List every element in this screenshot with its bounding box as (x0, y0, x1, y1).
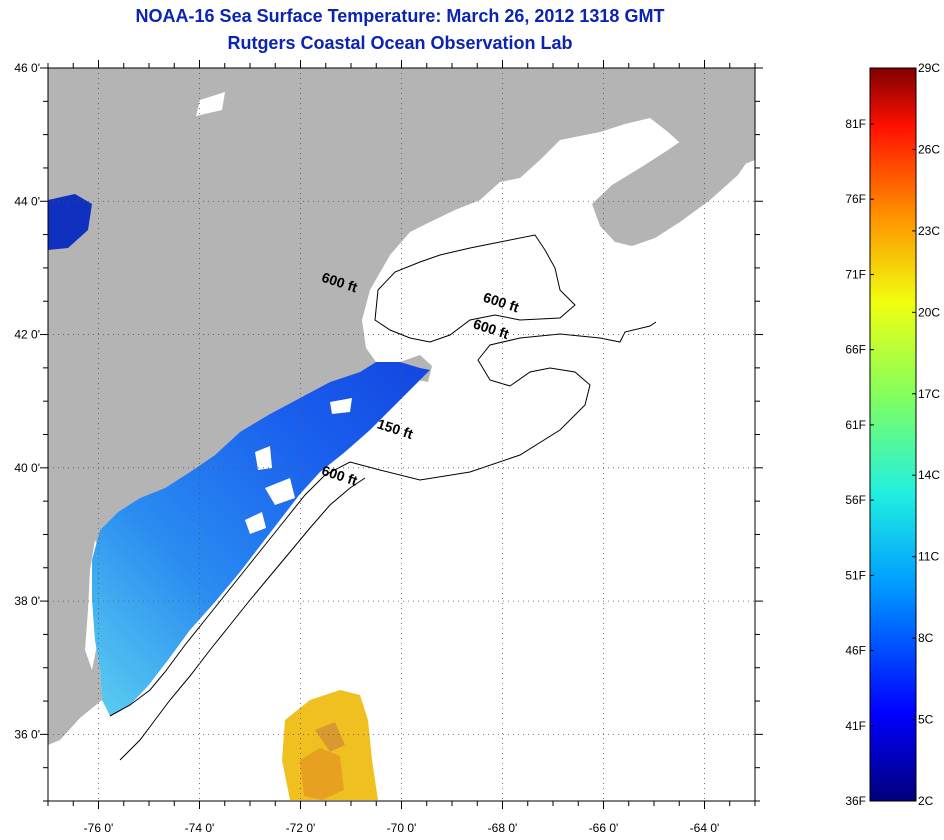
colorbar-fahrenheit-label: 81F (845, 117, 866, 131)
cloud-gap (245, 512, 266, 534)
lat-tick-label: 46 0' (14, 61, 40, 75)
colorbar-fahrenheit-label: 46F (845, 644, 866, 658)
lat-tick-label: 38 0' (14, 594, 40, 608)
lon-tick-label: -74 0' (185, 821, 215, 835)
lake (196, 92, 225, 116)
colorbar-celsius-label: 2C (918, 794, 934, 808)
colorbar-celsius-label: 20C (918, 305, 940, 319)
colorbar (869, 67, 917, 802)
lon-tick-label: -66 0' (589, 821, 619, 835)
lon-tick-label: -72 0' (286, 821, 316, 835)
colorbar-fahrenheit-label: 36F (845, 794, 866, 808)
colorbar-celsius-label: 14C (918, 468, 940, 482)
lon-tick-label: -76 0' (84, 821, 114, 835)
lon-tick-label: -68 0' (488, 821, 518, 835)
lake-ontario-east (48, 194, 92, 250)
map-subtitle: Rutgers Coastal Ocean Observation Lab (227, 33, 573, 53)
lat-tick-label: 40 0' (14, 461, 40, 475)
sst-gulf-stream-core (300, 748, 344, 800)
colorbar-celsius-label: 29C (918, 61, 940, 75)
colorbar-fahrenheit-label: 76F (845, 192, 866, 206)
contour-line (109, 321, 657, 717)
cloud-gap (255, 446, 272, 470)
colorbar-fahrenheit-label: 61F (845, 418, 866, 432)
colorbar-celsius-label: 23C (918, 224, 940, 238)
land-nova-scotia (592, 100, 755, 246)
sst-gulf-stream-core (315, 722, 345, 752)
lon-tick-label: -70 0' (387, 821, 417, 835)
land-us-canada (48, 68, 755, 745)
lat-tick-label: 42 0' (14, 328, 40, 342)
colorbar-celsius-label: 11C (918, 550, 939, 564)
colorbar-fahrenheit-label: 51F (845, 568, 866, 582)
cloud-gap (265, 478, 295, 505)
lon-tick-label: -64 0' (690, 821, 720, 835)
sst-shelf (92, 362, 430, 716)
cloud-gap (330, 398, 352, 414)
colorbar-fahrenheit-label: 41F (845, 719, 866, 733)
colorbar-celsius-label: 26C (918, 142, 940, 156)
colorbar-celsius-label: 17C (918, 387, 940, 401)
colorbar-celsius-label: 5C (918, 713, 934, 727)
contour-line (374, 234, 576, 343)
colorbar-celsius-label: 8C (918, 631, 934, 645)
lat-tick-label: 36 0' (14, 727, 40, 741)
colorbar-fahrenheit-label: 56F (845, 493, 866, 507)
contour-line (119, 477, 366, 761)
map-title: NOAA-16 Sea Surface Temperature: March 2… (135, 6, 665, 26)
lat-tick-label: 44 0' (14, 194, 40, 208)
colorbar-fahrenheit-label: 66F (845, 343, 866, 357)
colorbar-fahrenheit-label: 71F (845, 267, 866, 281)
